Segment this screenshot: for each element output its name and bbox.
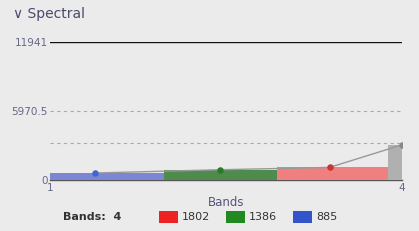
X-axis label: Bands: Bands xyxy=(208,196,245,209)
Text: 1802: 1802 xyxy=(182,212,210,222)
Point xyxy=(91,171,98,175)
Text: 1386: 1386 xyxy=(249,212,277,222)
Bar xyxy=(50,173,164,180)
Bar xyxy=(388,145,419,180)
Bar xyxy=(164,170,277,180)
Bar xyxy=(277,167,388,180)
Text: 885: 885 xyxy=(316,212,338,222)
Point xyxy=(217,168,224,172)
Text: ∨ Spectral: ∨ Spectral xyxy=(13,7,85,21)
Text: Bands:  4: Bands: 4 xyxy=(63,212,121,222)
Point xyxy=(326,166,333,169)
Point xyxy=(399,143,406,147)
